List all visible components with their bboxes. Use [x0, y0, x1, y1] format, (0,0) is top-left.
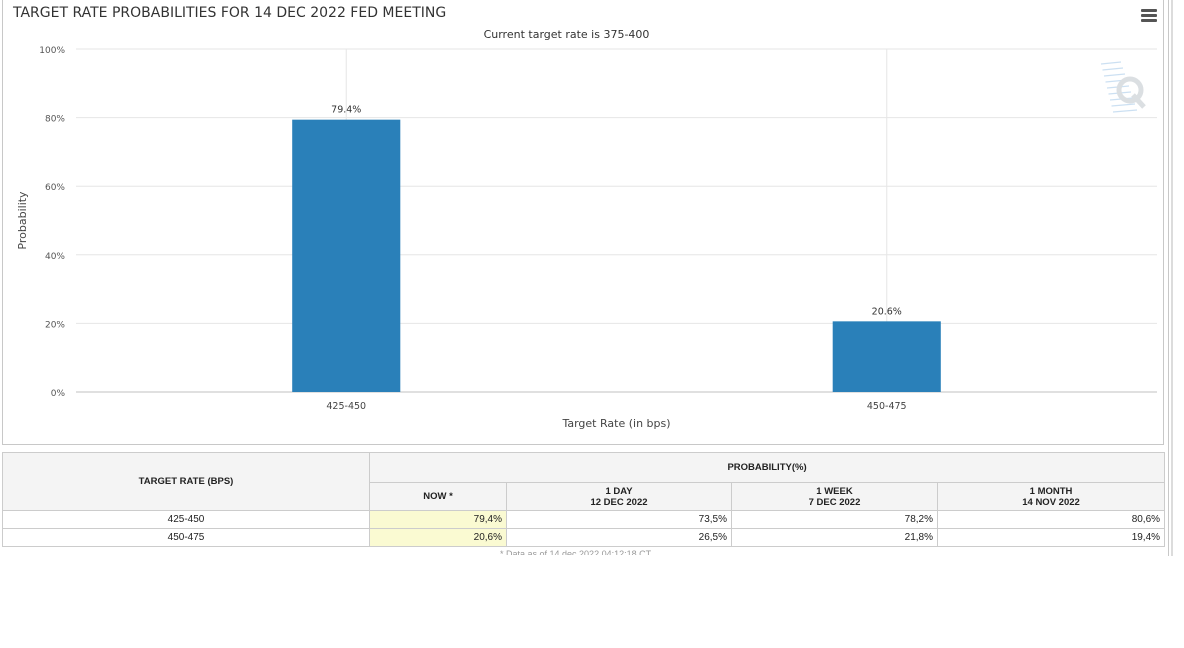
data-label: 20.6%: [872, 306, 902, 317]
target-rate-header: TARGET RATE (BPS): [2, 452, 370, 511]
one-day-cell: 73,5%: [506, 510, 732, 529]
x-axis-title: Target Rate (in bps): [561, 417, 670, 430]
one-day-cell: 26,5%: [506, 528, 732, 547]
chart-panel: TARGET RATE PROBABILITIES FOR 14 DEC 202…: [2, 0, 1164, 445]
y-tick-label: 20%: [45, 320, 65, 330]
table-row: 425-450 79,4% 73,5% 78,2% 80,6%: [2, 510, 1166, 529]
y-tick-label: 40%: [45, 252, 65, 262]
now-cell: 20,6%: [369, 528, 507, 547]
x-tick-label: 425-450: [326, 401, 366, 412]
x-tick-label: 450-475: [867, 401, 907, 412]
col-header-1-month: 1 MONTH 14 NOV 2022: [936, 482, 1166, 511]
data-label: 79.4%: [331, 105, 361, 116]
data-timestamp-footnote: * Data as of 14 dec 2022 04:12:18 CT: [500, 549, 652, 555]
bar: [832, 321, 941, 392]
probability-header: PROBABILITY(%): [368, 452, 1166, 483]
one-week-cell: 78,2%: [731, 510, 938, 529]
one-month-cell: 19,4%: [936, 528, 1166, 547]
rate-cell: 425-450: [2, 510, 370, 529]
now-cell: 79,4%: [369, 510, 507, 529]
probability-table: TARGET RATE (BPS) PROBABILITY(%) NOW * 1…: [2, 452, 1166, 547]
chart-subtitle: Current target rate is 375-400: [484, 28, 650, 41]
y-axis-title: Probability: [16, 191, 29, 250]
one-week-cell: 21,8%: [731, 528, 938, 547]
quikstrike-logo: [1100, 61, 1146, 113]
rate-cell: 450-475: [2, 528, 370, 547]
bar: [292, 119, 401, 393]
col-header-1-week: 1 WEEK 7 DEC 2022: [731, 482, 938, 511]
bar-chart: TARGET RATE PROBABILITIES FOR 14 DEC 202…: [12, 5, 1157, 430]
col-header-now: NOW *: [369, 482, 507, 511]
y-tick-label: 0%: [51, 389, 66, 399]
y-tick-label: 80%: [45, 115, 65, 125]
panel-divider: [1168, 0, 1169, 556]
table-row: 450-475 20,6% 26,5% 21,8% 19,4%: [2, 528, 1166, 547]
one-month-cell: 80,6%: [936, 510, 1166, 529]
y-tick-label: 60%: [45, 183, 65, 193]
col-header-1-day: 1 DAY 12 DEC 2022: [506, 482, 732, 511]
hamburger-menu-icon[interactable]: [1141, 9, 1157, 23]
scrollbar-track[interactable]: [1171, 0, 1173, 556]
y-tick-label: 100%: [39, 46, 65, 56]
chart-title: TARGET RATE PROBABILITIES FOR 14 DEC 202…: [12, 5, 446, 21]
